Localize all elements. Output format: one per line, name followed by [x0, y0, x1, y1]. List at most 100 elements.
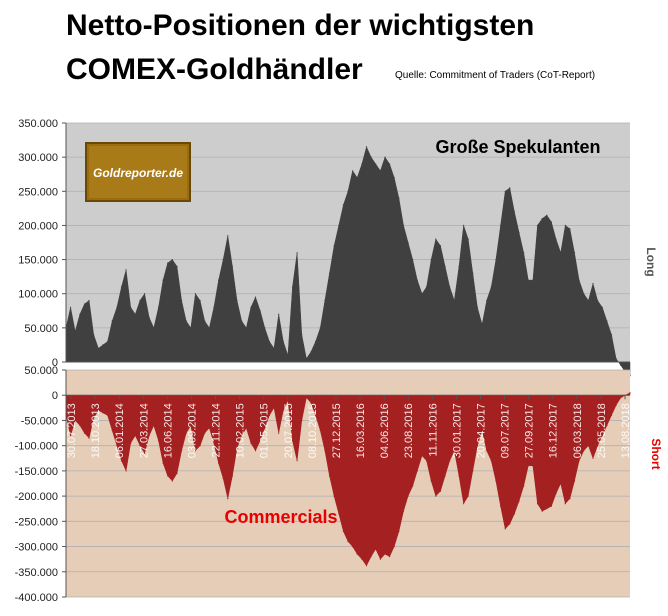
top-data-point	[282, 340, 284, 343]
top-y-tick-label: 0	[52, 357, 58, 369]
bottom-data-point	[328, 475, 331, 477]
bottom-data-point	[250, 442, 252, 444]
bottom-data-point	[573, 480, 576, 482]
bottom-data-point	[398, 530, 400, 533]
top-data-point	[560, 252, 562, 254]
bottom-data-point	[523, 485, 525, 487]
x-tick-label: 13.08.2018	[620, 403, 632, 458]
bottom-data-point	[70, 435, 72, 437]
x-tick-label: 27.12.2015	[331, 403, 343, 458]
bottom-data-point	[490, 460, 492, 462]
bottom-data-point	[342, 530, 344, 533]
bottom-data-point	[97, 409, 99, 411]
bottom-data-point	[148, 435, 150, 437]
x-tick-label: 23.08.2016	[403, 403, 415, 458]
top-data-point	[476, 306, 478, 308]
top-data-point	[268, 340, 270, 343]
bottom-data-point	[541, 510, 543, 512]
bottom-data-point	[157, 440, 160, 442]
top-data-point	[315, 340, 317, 343]
top-data-point	[250, 306, 252, 308]
x-tick-label: 03.09.2014	[186, 403, 198, 458]
bottom-y-tick-label: -250.000	[15, 516, 58, 528]
bottom-data-point	[278, 432, 280, 434]
bottom-y-tick-label: 0	[52, 390, 58, 402]
top-data-point	[416, 279, 418, 281]
top-data-point	[70, 306, 72, 308]
top-data-point	[352, 170, 354, 172]
top-data-point	[541, 218, 543, 220]
bottom-data-point	[550, 505, 553, 507]
top-data-point	[592, 282, 594, 285]
bottom-data-point	[467, 495, 469, 497]
top-data-point	[564, 224, 566, 226]
bottom-data-point	[324, 450, 326, 452]
top-data-point	[148, 317, 150, 319]
title-line-2: COMEX-Goldhändler	[66, 53, 363, 86]
bottom-data-point	[315, 414, 317, 416]
bottom-data-point	[79, 424, 81, 427]
top-data-point	[583, 293, 585, 295]
bottom-area-series	[65, 392, 631, 567]
x-tick-label: 30.07.2013	[66, 403, 78, 458]
bottom-data-point	[139, 445, 141, 447]
top-data-point	[481, 323, 483, 325]
top-data-point	[453, 299, 455, 302]
bottom-data-point	[375, 548, 377, 550]
title-line-1: Netto-Positionen der wichtigsten	[66, 9, 535, 42]
top-y-tick-label: 300.000	[18, 152, 58, 164]
x-tick-label: 16.03.2016	[355, 403, 367, 458]
top-data-point	[213, 306, 215, 308]
top-data-point	[231, 265, 233, 267]
bottom-data-point	[421, 455, 423, 457]
bottom-data-point	[213, 442, 215, 444]
top-data-point	[490, 286, 492, 288]
top-data-point	[236, 299, 238, 302]
bottom-data-point	[481, 429, 483, 432]
bottom-y-tick-label: -200.000	[15, 491, 58, 503]
top-data-point	[296, 252, 298, 254]
source-note: Quelle: Commitment of Traders (CoT-Repor…	[395, 70, 596, 81]
top-data-point	[523, 252, 525, 254]
top-data-point	[573, 252, 576, 254]
top-data-point	[88, 299, 90, 302]
top-data-point	[120, 286, 123, 288]
top-data-point	[597, 299, 599, 302]
bottom-data-point	[74, 419, 76, 421]
top-data-point	[319, 327, 321, 329]
bottom-data-point	[236, 447, 238, 449]
bottom-data-point	[361, 558, 363, 560]
x-tick-label: 22.11.2014	[211, 403, 223, 457]
logo-text: Goldreporter.de	[93, 166, 183, 180]
bottom-data-point	[601, 435, 603, 437]
top-data-point	[546, 214, 548, 216]
top-data-point	[204, 320, 206, 322]
x-tick-label: 08.10.2015	[307, 403, 319, 458]
bottom-data-point	[254, 450, 257, 452]
bottom-data-point	[527, 465, 529, 467]
bottom-data-point	[532, 465, 534, 467]
top-data-point	[569, 228, 571, 230]
top-data-point	[338, 224, 340, 226]
bottom-y-tick-label: -150.000	[15, 466, 58, 478]
top-data-point	[463, 224, 465, 226]
bottom-y-tick-label: -300.000	[15, 542, 58, 554]
bottom-y-tick-label: -100.000	[15, 441, 58, 453]
top-data-point	[273, 347, 275, 349]
top-data-point	[421, 293, 423, 295]
top-data-point	[458, 265, 460, 267]
bottom-data-point	[578, 460, 580, 462]
top-y-tick-label: 350.000	[18, 118, 58, 130]
top-data-point	[527, 279, 529, 281]
top-data-point	[291, 286, 294, 288]
x-tick-label: 09.07.2017	[500, 403, 512, 458]
top-data-point	[194, 293, 196, 295]
top-data-point	[500, 224, 502, 226]
top-data-point	[333, 245, 335, 247]
top-data-point	[305, 358, 307, 360]
top-data-point	[513, 211, 516, 213]
bottom-data-point	[88, 437, 90, 439]
top-data-point	[199, 299, 201, 302]
top-data-point	[430, 259, 432, 261]
